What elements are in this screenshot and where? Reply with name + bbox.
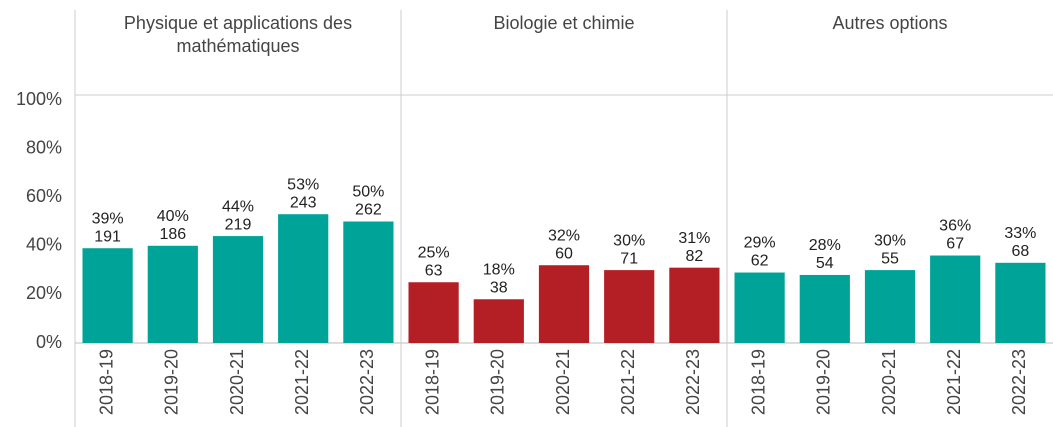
bar [734,272,785,343]
bar [995,262,1046,343]
bar [604,270,655,343]
value-label: 30% [874,232,906,249]
x-tick-label: 2020-21 [879,349,899,415]
x-tick-label: 2021-22 [944,349,964,415]
value-label: 44% [222,198,254,215]
x-tick-label: 2022-23 [683,349,703,415]
count-label: 62 [751,253,769,270]
x-tick-label: 2022-23 [357,349,377,415]
x-tick-label: 2020-21 [553,349,573,415]
panel-title: Biologie et chimie [493,13,635,33]
panel-title: Physique et applications des mathématiqu… [123,13,353,56]
x-tick-label: 2019-20 [162,349,182,415]
y-tick-label: 60% [26,186,62,206]
y-tick-label: 40% [26,235,62,255]
count-label: 54 [816,255,834,272]
bar [343,221,394,343]
value-label: 25% [418,244,450,261]
count-label: 71 [620,250,638,267]
value-label: 28% [809,237,841,254]
x-tick-label: 2021-22 [618,349,638,415]
value-label: 53% [287,176,319,193]
bar [930,255,981,343]
bar [538,265,590,343]
y-tick-label: 100% [16,89,62,109]
value-label: 40% [157,208,189,225]
y-tick-label: 0% [36,332,62,352]
value-label: 29% [744,235,776,252]
count-label: 262 [355,202,382,219]
bar [82,248,133,343]
x-tick-label: 2018-19 [96,349,116,415]
value-label: 32% [548,227,580,244]
value-label: 36% [939,218,971,235]
value-label: 30% [613,232,645,249]
x-tick-label: 2019-20 [814,349,834,415]
value-label: 31% [678,230,710,247]
count-label: 38 [490,279,508,296]
bar [799,274,850,343]
count-label: 186 [159,226,186,243]
bar [147,245,198,343]
count-label: 67 [946,236,964,253]
count-label: 63 [425,262,443,279]
x-tick-label: 2018-19 [422,349,442,415]
bar [408,282,459,343]
count-label: 55 [881,250,899,267]
panel-title: Autres options [832,13,948,33]
value-label: 18% [483,261,515,278]
count-label: 191 [94,228,121,245]
count-label: 68 [1012,243,1030,260]
x-tick-label: 2022-23 [1009,349,1029,415]
count-label: 60 [555,245,573,262]
count-label: 243 [290,194,317,211]
bar [669,267,720,343]
value-label: 39% [92,210,124,227]
bar [473,299,524,343]
bar [864,270,916,343]
bar [278,214,329,343]
bar [212,236,264,343]
value-label: 50% [352,184,384,201]
count-label: 82 [686,248,704,265]
y-tick-label: 20% [26,283,62,303]
count-label: 219 [225,216,252,233]
x-tick-label: 2019-20 [488,349,508,415]
y-tick-label: 80% [26,137,62,157]
x-tick-label: 2018-19 [748,349,768,415]
value-label: 33% [1004,225,1036,242]
x-tick-label: 2021-22 [292,349,312,415]
x-tick-label: 2020-21 [227,349,247,415]
